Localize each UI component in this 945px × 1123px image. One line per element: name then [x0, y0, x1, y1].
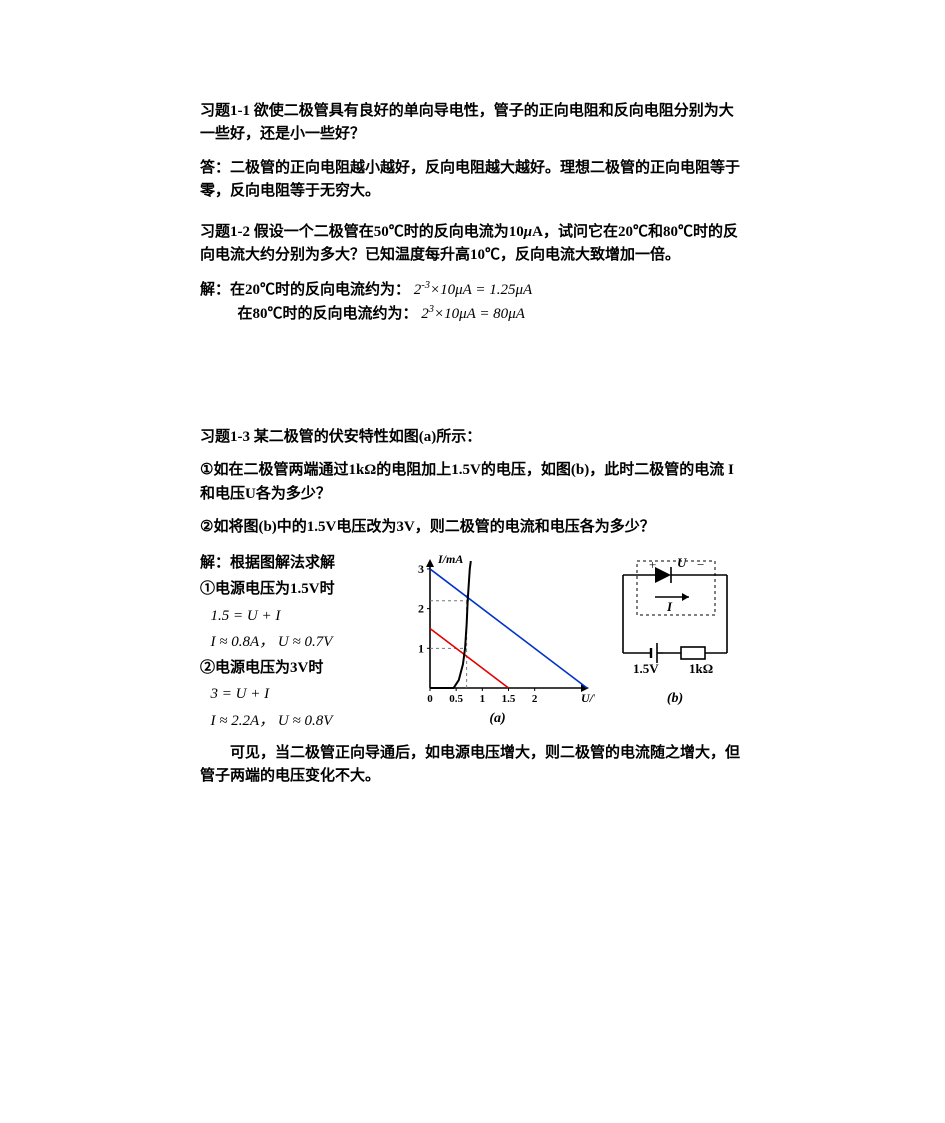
- case2-label: 电源电压为3V时: [215, 660, 323, 676]
- case1-eq2: I ≈ 0.8A， U ≈ 0.7V: [200, 631, 400, 654]
- case2-eq2: I ≈ 2.2A， U ≈ 0.8V: [200, 710, 400, 733]
- case2-num: ②: [200, 660, 215, 676]
- sol-1-2-line2-text: 在80℃时的反向电流约为：: [238, 306, 418, 322]
- svg-text:3: 3: [418, 562, 424, 576]
- sol-intro-3: 根据图解法求解: [230, 555, 335, 571]
- sol-label-3: 解：: [200, 555, 230, 571]
- answer-1-1-text: 二极管的正向电阻越小越好，反向电阻越大越好。理想二极管的正向电阻等于零，反向电阻…: [200, 160, 740, 199]
- solution-row: 解：根据图解法求解 ①电源电压为1.5V时 1.5 = U + I I ≈ 0.…: [200, 549, 745, 736]
- svg-text:I/mA: I/mA: [437, 553, 463, 566]
- figure-a: 1 2 3 0 0.5 1 1.5 2 I/mA U/V (a): [400, 553, 595, 730]
- problem-1-3-intro: 某二极管的伏安特性如图(a)所示：: [254, 429, 482, 445]
- circuit-diagram: + U− I 1.5V 1kΩ: [605, 553, 745, 688]
- svg-text:1.5V: 1.5V: [633, 661, 659, 676]
- num-2: ②: [200, 516, 213, 539]
- problem-1-1: 习题1-1 欲使二极管具有良好的单向导电性，管子的正向电阻和反向电阻分别为大一些…: [200, 100, 745, 147]
- num-1: ①: [200, 459, 213, 482]
- iv-chart: 1 2 3 0 0.5 1 1.5 2 I/mA U/V: [400, 553, 595, 708]
- problem-1-1-title: 习题1-1: [200, 103, 250, 119]
- solution-1-2: 解：在20℃时的反向电流约为： 2-3×10μA = 1.25μA 在80℃时的…: [200, 278, 745, 327]
- svg-text:1: 1: [418, 641, 424, 655]
- conclusion-1-3: 可见，当二极管正向导通后，如电源电压增大，则二极管的电流随之增大，但管子两端的电…: [200, 742, 745, 789]
- case1-eq1: 1.5 = U + I: [200, 605, 400, 628]
- case2-eq1: 3 = U + I: [200, 683, 400, 706]
- problem-1-3-title: 习题1-3: [200, 429, 250, 445]
- problem-1-2: 习题1-2 假设一个二极管在50℃时的反向电流为10μA，试问它在20℃和80℃…: [200, 221, 745, 268]
- svg-text:U: U: [677, 555, 687, 570]
- svg-text:0: 0: [427, 693, 433, 705]
- fig-a-label: (a): [400, 708, 595, 730]
- fig-b-label: (b): [605, 688, 745, 710]
- svg-text:1kΩ: 1kΩ: [689, 661, 713, 676]
- svg-text:2: 2: [418, 602, 424, 616]
- problem-1-2-title: 习题1-2: [200, 224, 250, 240]
- problem-1-3-q2: ②如将图(b)中的1.5V电压改为3V，则二极管的电流和电压各为多少？: [200, 516, 745, 539]
- q2-text: 如将图(b)中的1.5V电压改为3V，则二极管的电流和电压各为多少？: [213, 519, 654, 535]
- svg-text:1.5: 1.5: [502, 693, 516, 705]
- answer-label: 答：: [200, 160, 230, 176]
- answer-1-1: 答：二极管的正向电阻越小越好，反向电阻越大越好。理想二极管的正向电阻等于零，反向…: [200, 157, 745, 204]
- svg-text:+: +: [649, 557, 656, 572]
- case1-label: 电源电压为1.5V时: [215, 581, 335, 597]
- mu-unit: μ: [524, 224, 532, 240]
- svg-text:1: 1: [480, 693, 486, 705]
- svg-text:2: 2: [532, 693, 538, 705]
- svg-text:−: −: [697, 557, 704, 572]
- figure-b: + U− I 1.5V 1kΩ (b): [605, 553, 745, 710]
- case1-num: ①: [200, 581, 215, 597]
- svg-text:I: I: [666, 599, 673, 614]
- sol-1-2-line1-text: 在20℃时的反向电流约为：: [230, 282, 410, 298]
- problem-1-1-question: 欲使二极管具有良好的单向导电性，管子的正向电阻和反向电阻分别为大一些好，还是小一…: [200, 103, 734, 142]
- svg-text:U/V: U/V: [581, 691, 595, 705]
- problem-1-3-q1: ①如在二极管两端通过1kΩ的电阻加上1.5V的电压，如图(b)，此时二极管的电流…: [200, 459, 745, 506]
- q1-text: 如在二极管两端通过1kΩ的电阻加上1.5V的电压，如图(b)，此时二极管的电流 …: [200, 462, 734, 501]
- solution-1-3-text: 解：根据图解法求解 ①电源电压为1.5V时 1.5 = U + I I ≈ 0.…: [200, 549, 400, 736]
- formula-1-2-1: 2-3×10μA = 1.25μA: [414, 282, 532, 298]
- figures: 1 2 3 0 0.5 1 1.5 2 I/mA U/V (a) + U− I 1.5V 1kΩ (b): [400, 553, 745, 730]
- sol-label: 解：: [200, 282, 230, 298]
- problem-1-2-q1: 假设一个二极管在50℃时的反向电流为10: [254, 224, 524, 240]
- formula-1-2-2: 23×10μA = 80μA: [421, 306, 525, 322]
- svg-text:0.5: 0.5: [449, 693, 463, 705]
- problem-1-3: 习题1-3 某二极管的伏安特性如图(a)所示：: [200, 426, 745, 449]
- document-page: 习题1-1 欲使二极管具有良好的单向导电性，管子的正向电阻和反向电阻分别为大一些…: [0, 0, 945, 788]
